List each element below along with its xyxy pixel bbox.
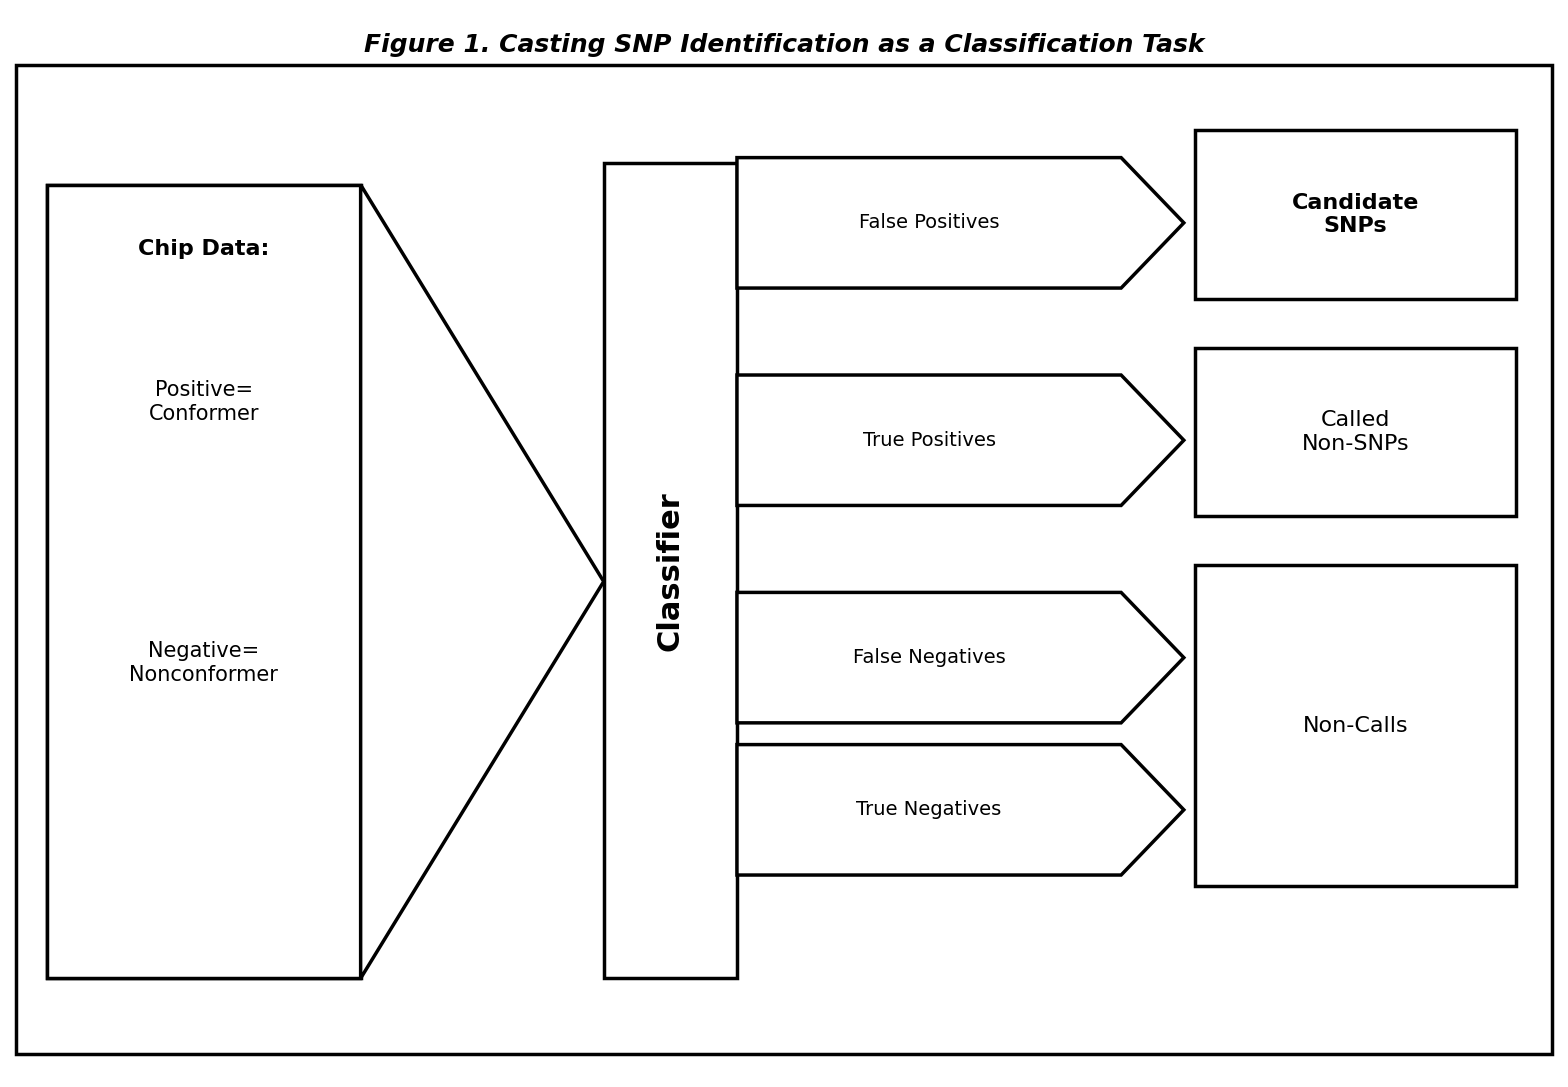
Polygon shape xyxy=(737,158,1184,288)
Text: Classifier: Classifier xyxy=(655,491,685,650)
Polygon shape xyxy=(361,185,604,978)
Text: True Negatives: True Negatives xyxy=(856,800,1002,820)
Text: Negative=
Nonconformer: Negative= Nonconformer xyxy=(130,641,278,685)
FancyBboxPatch shape xyxy=(1195,348,1516,516)
Text: False Positives: False Positives xyxy=(859,213,999,233)
Text: Positive=
Conformer: Positive= Conformer xyxy=(149,380,259,424)
Polygon shape xyxy=(737,375,1184,505)
Text: Figure 1. Casting SNP Identification as a Classification Task: Figure 1. Casting SNP Identification as … xyxy=(364,33,1204,57)
Text: Non-Calls: Non-Calls xyxy=(1303,715,1408,736)
FancyBboxPatch shape xyxy=(604,163,737,978)
Text: Called
Non-SNPs: Called Non-SNPs xyxy=(1301,411,1410,453)
FancyBboxPatch shape xyxy=(47,185,361,978)
Polygon shape xyxy=(737,592,1184,723)
Text: False Negatives: False Negatives xyxy=(853,648,1005,667)
FancyBboxPatch shape xyxy=(1195,130,1516,299)
Bar xyxy=(47,185,361,978)
FancyBboxPatch shape xyxy=(16,65,1552,1054)
FancyBboxPatch shape xyxy=(1195,565,1516,886)
Text: True Positives: True Positives xyxy=(862,430,996,450)
Text: Chip Data:: Chip Data: xyxy=(138,239,270,259)
Text: Candidate
SNPs: Candidate SNPs xyxy=(1292,193,1419,236)
Polygon shape xyxy=(737,745,1184,875)
